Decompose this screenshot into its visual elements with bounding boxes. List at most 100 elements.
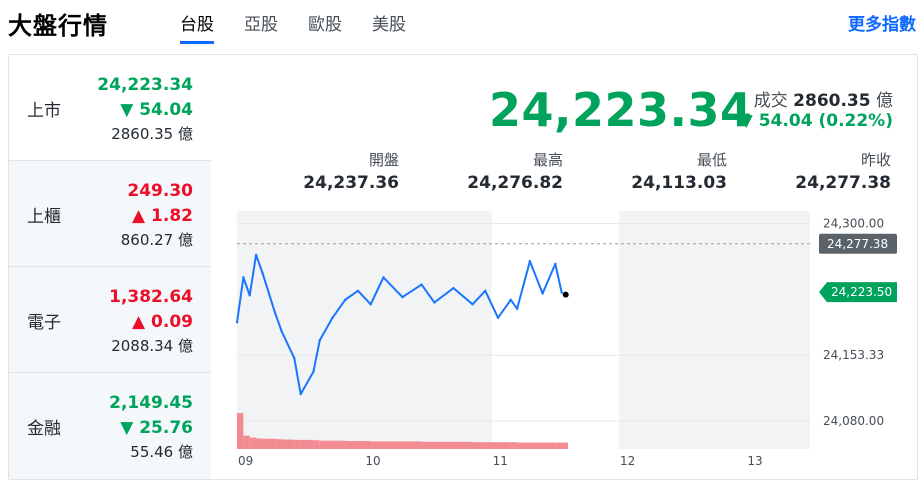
volume-bar: [402, 441, 422, 449]
price-change: ▼ 54.04 (0.22%): [740, 111, 893, 131]
price-point: [382, 276, 385, 279]
volume-bar: [472, 442, 486, 449]
stat-prev-close: 昨收 24,277.38: [731, 149, 891, 193]
x-tick-label: 13: [747, 454, 762, 468]
market-item-electronics[interactable]: 電子 1,382.64 ▲ 0.09 2088.34 億: [9, 267, 211, 373]
stat-value: 24,237.36: [303, 173, 399, 193]
market-volume: 2860.35 億: [111, 125, 193, 143]
stat-low: 最低 24,113.03: [567, 149, 727, 193]
hour-band: [746, 211, 810, 449]
volume-bar: [332, 440, 346, 449]
volume-bar: [262, 438, 276, 449]
stat-label: 昨收: [860, 151, 891, 169]
y-tick-label: 24,153.33: [823, 348, 884, 362]
market-item-otc[interactable]: 上櫃 249.30 ▲ 1.82 860.27 億: [9, 161, 211, 267]
market-value: 249.30: [127, 181, 193, 201]
price-point: [515, 307, 519, 310]
stat-label: 開盤: [368, 151, 399, 169]
volume-bar: [498, 442, 511, 449]
volume-bar: [561, 442, 569, 449]
volume-bar: [555, 442, 562, 449]
x-tick-label: 11: [493, 454, 508, 468]
price-point: [509, 298, 512, 302]
price-point: [356, 289, 360, 293]
volume-bar: [517, 442, 530, 449]
volume-bar: [313, 440, 320, 449]
price-point: [248, 294, 251, 297]
price-point: [471, 303, 474, 306]
market-name: 電子: [27, 313, 61, 333]
price-point: [235, 321, 239, 324]
trade-volume: 成交 2860.35 億: [754, 86, 893, 111]
volume-bar: [434, 441, 454, 449]
price-point: [344, 298, 347, 302]
market-volume: 55.46 億: [130, 443, 193, 461]
volume-bar: [485, 442, 499, 449]
volume-value: 2860.35: [793, 91, 871, 111]
market-name: 上櫃: [27, 207, 61, 227]
price-point: [293, 356, 296, 360]
stat-open: 開盤 24,237.36: [239, 149, 399, 193]
market-change-value: 54.04: [139, 100, 193, 120]
price-point: [560, 291, 563, 294]
stat-label: 最高: [532, 151, 563, 169]
x-tick-label: 09: [238, 454, 253, 468]
volume-bar: [275, 439, 282, 449]
market-volume: 860.27 億: [120, 231, 193, 249]
triangle-down-icon: ▼: [739, 111, 753, 131]
hour-band: [364, 211, 492, 449]
y-tick-label: 24,080.00: [823, 414, 884, 428]
header: 大盤行情 台股 亞股 歐股 美股 更多指數: [0, 0, 924, 44]
price-point: [299, 392, 302, 396]
volume-bar: [319, 440, 333, 449]
x-tick-label: 10: [365, 454, 380, 468]
market-change: ▼ 54.04: [120, 100, 193, 120]
stat-label: 最低: [696, 151, 727, 169]
price-point: [369, 303, 372, 306]
volume-bar: [529, 442, 543, 449]
hour-band: [619, 211, 747, 449]
volume-bar: [345, 441, 358, 449]
volume-bar: [383, 441, 403, 449]
price-point: [312, 370, 315, 373]
price-point: [254, 253, 258, 257]
volume-bar: [281, 439, 295, 449]
triangle-down-icon: ▼: [120, 100, 134, 120]
current-price: 24,223.34: [489, 83, 753, 137]
price-point: [401, 295, 404, 299]
market-volume: 2088.34 億: [111, 337, 193, 355]
market-item-listed[interactable]: 上市 24,223.34 ▼ 54.04 2860.35 億: [9, 55, 212, 161]
tab-asia[interactable]: 亞股: [244, 15, 278, 35]
volume-bar: [357, 441, 371, 449]
volume-bar: [370, 441, 384, 449]
price-change-value: 54.04 (0.22%): [758, 111, 893, 131]
previous-close-label: 24,277.38: [827, 237, 888, 251]
price-point: [331, 316, 334, 319]
price-point: [280, 330, 283, 333]
market-value: 1,382.64: [109, 287, 193, 307]
tab-us[interactable]: 美股: [372, 15, 406, 35]
tab-taiwan[interactable]: 台股: [180, 10, 214, 44]
hour-band: [237, 211, 365, 449]
market-name: 上市: [27, 101, 61, 121]
volume-bar: [300, 439, 314, 449]
more-indices-link[interactable]: 更多指數: [848, 15, 916, 35]
volume-label: 成交: [753, 91, 788, 111]
market-value: 24,223.34: [97, 75, 193, 95]
market-item-finance[interactable]: 金融 2,149.45 ▼ 25.76 55.46 億: [9, 373, 211, 479]
previous-close-tag: [819, 233, 897, 254]
volume-bar: [294, 439, 301, 449]
price-point: [433, 301, 436, 304]
price-point: [496, 316, 500, 319]
market-change-value: 0.09: [151, 312, 193, 332]
price-point: [274, 312, 277, 315]
triangle-down-icon: ▼: [120, 418, 134, 438]
triangle-up-icon: ▲: [132, 206, 146, 226]
intraday-chart[interactable]: 09 10 11 12 13 24,300.00 24,153.33 24,080.00 24,…: [235, 211, 915, 473]
volume-unit: 億: [876, 91, 893, 111]
market-tabs: 台股 亞股 歐股 美股: [180, 10, 436, 44]
volume-bar: [542, 442, 556, 449]
tab-europe[interactable]: 歐股: [308, 15, 342, 35]
market-value: 2,149.45: [109, 393, 193, 413]
page-title: 大盤行情: [8, 12, 108, 40]
